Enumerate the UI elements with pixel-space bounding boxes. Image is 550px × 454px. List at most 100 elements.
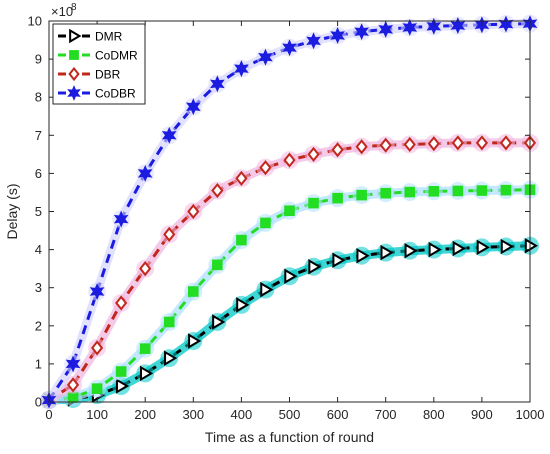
data-point-dmr (284, 268, 298, 285)
data-point-codbr (378, 20, 394, 38)
data-point-dbr (475, 135, 488, 151)
data-point-dbr (211, 182, 224, 199)
data-point-codbr (137, 164, 153, 182)
data-point-codmr (67, 392, 79, 403)
y-tick-label: 7 (35, 128, 42, 143)
y-tick-label: 1 (35, 356, 42, 371)
data-point-codbr (185, 98, 201, 116)
y-tick-label: 0 (35, 395, 42, 410)
data-point-codbr (402, 19, 418, 36)
series-line-codmr (48, 188, 531, 402)
data-point-dbr (379, 137, 392, 153)
y-tick-label: 3 (35, 280, 42, 295)
data-point-dbr (283, 152, 296, 168)
y-tick-label: 6 (35, 166, 42, 181)
data-point-codbr (89, 283, 105, 300)
legend-box (52, 23, 146, 105)
series-codbr (40, 14, 539, 410)
data-point-dmr (188, 333, 202, 349)
data-point-codmr (212, 259, 223, 271)
data-point-dmr (308, 258, 322, 275)
data-point-dmr (428, 241, 442, 258)
data-point-codmr (163, 316, 175, 328)
data-point-codbr (113, 210, 129, 228)
data-point-dmr (356, 247, 370, 264)
y-tick-label: 4 (35, 242, 42, 257)
data-point-dbr (355, 139, 368, 155)
legend-entry-codbr: CoDBR (58, 85, 136, 101)
x-tick-label: 600 (327, 407, 349, 422)
data-point-dbr (187, 203, 200, 220)
data-point-codmr (91, 383, 103, 394)
y-tick-label: 9 (35, 52, 42, 67)
data-point-dbr (259, 160, 272, 176)
data-point-dmr (260, 281, 274, 298)
x-tick-label: 400 (231, 407, 253, 422)
data-point-codmr (260, 217, 271, 229)
x-tick-label: 800 (423, 407, 445, 422)
data-point-codmr (115, 366, 127, 377)
data-point-dbr (307, 146, 320, 162)
data-point-codbr (234, 60, 249, 78)
legend-label: DMR (95, 30, 123, 44)
legend-entry-dmr: DMR (58, 28, 123, 44)
data-point-dmr (140, 365, 154, 382)
data-point-dmr (452, 240, 466, 257)
data-point-codmr (332, 192, 343, 204)
legend-label: CoDBR (95, 87, 136, 101)
data-point-dbr (403, 136, 416, 153)
legend-label: DBR (95, 68, 121, 82)
data-point-dmr (115, 378, 130, 394)
data-point-codbr (258, 48, 273, 66)
data-point-dmr (236, 297, 250, 313)
series-codmr (40, 180, 539, 410)
y-multiplier-label: ×10 (51, 4, 73, 19)
data-point-codbr (161, 126, 177, 144)
data-point-dmr (332, 252, 346, 269)
data-point-dbr (139, 261, 152, 277)
data-point-codbr (354, 23, 369, 41)
data-point-codmr (188, 286, 199, 297)
x-tick-label: 900 (471, 407, 493, 422)
data-point-dbr (427, 136, 440, 152)
legend-marker (68, 66, 80, 82)
axes: 0 100 200 300 400 500 600 700 800 900 1000 0 1 2 3 4 5 6 7… (28, 14, 545, 423)
data-point-codmr (308, 197, 319, 209)
data-point-dmr (524, 238, 538, 254)
x-tick-label: 200 (134, 407, 156, 422)
data-point-dmr (164, 350, 178, 366)
y-tick-label: 2 (35, 318, 42, 333)
y-multiplier-exponent: 8 (71, 2, 77, 13)
data-point-codmr (284, 205, 295, 217)
data-point-codbr (306, 32, 321, 50)
data-point-codmr (139, 343, 151, 354)
data-point-codbr (450, 17, 466, 35)
data-point-codmr (236, 234, 247, 246)
x-tick-label: 500 (279, 407, 301, 422)
x-tick-label: 700 (375, 407, 397, 422)
data-point-codbr (282, 39, 297, 57)
x-tick-label: 300 (182, 407, 204, 422)
data-point-dbr (451, 135, 464, 151)
x-axis-label: Time as a function of round (205, 429, 374, 445)
data-point-dbr (163, 226, 176, 242)
x-tick-label: 100 (86, 407, 108, 422)
data-point-codbr (498, 15, 514, 33)
data-point-codbr (210, 75, 225, 93)
legend-label: CoDMR (95, 49, 138, 63)
data-point-dmr (404, 242, 418, 259)
data-point-codbr (330, 27, 345, 44)
data-point-dbr (235, 170, 248, 186)
x-tick-label: 1000 (516, 407, 545, 422)
data-point-dmr (476, 239, 490, 256)
data-point-codmr (500, 184, 512, 196)
y-tick-label: 5 (35, 204, 42, 219)
data-point-codmr (428, 186, 440, 197)
legend-marker (69, 28, 82, 44)
data-point-dmr (212, 314, 226, 330)
legend-entry-dbr: DBR (58, 66, 121, 82)
data-point-dbr (66, 377, 80, 393)
data-point-codbr (426, 17, 442, 35)
legend-entry-codmr: CoDMR (58, 49, 138, 63)
